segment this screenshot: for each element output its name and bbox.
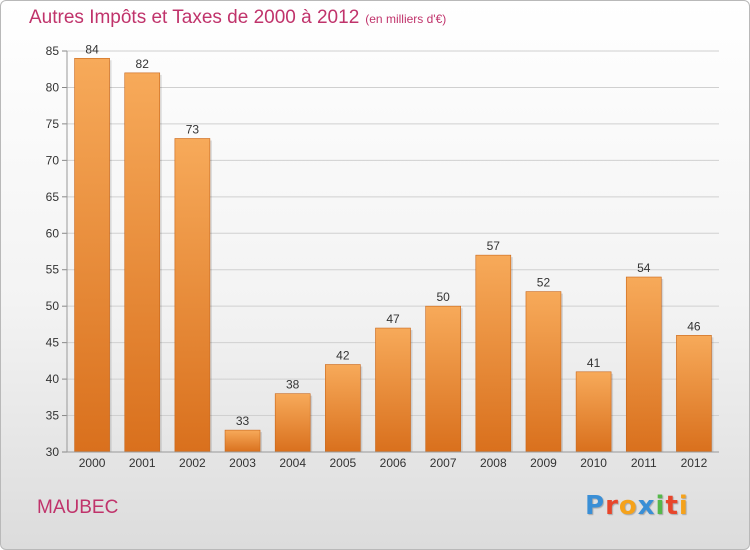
x-tick-label: 2011 <box>631 456 657 470</box>
bar <box>525 291 562 453</box>
y-tick-label: 80 <box>46 80 60 94</box>
x-tick-label: 2005 <box>329 456 356 470</box>
x-tick-label: 2010 <box>580 456 607 470</box>
y-tick-label: 55 <box>46 263 60 277</box>
x-tick-label: 2007 <box>430 456 457 470</box>
y-tick-label: 30 <box>46 445 60 459</box>
data-labels: 84 82 73 33 38 42 47 50 57 52 41 54 46 <box>85 42 701 428</box>
y-tick-label: 40 <box>46 372 60 386</box>
data-label: 41 <box>587 356 601 370</box>
bar <box>74 57 110 453</box>
data-label: 33 <box>236 414 250 428</box>
bar <box>124 72 161 453</box>
x-tick-label: 2006 <box>380 456 407 470</box>
data-label: 57 <box>487 239 501 253</box>
y-tick-label: 60 <box>46 226 60 240</box>
data-label: 38 <box>286 378 300 392</box>
chart-title: Autres Impôts et Taxes de 2000 à 2012 (en… <box>29 7 446 29</box>
bar <box>575 371 612 453</box>
logo-letter: i <box>655 491 666 521</box>
y-tick-label: 50 <box>46 299 60 313</box>
x-tick-label: 2002 <box>179 456 206 470</box>
y-axis-ticks: 30 35 40 45 50 55 60 65 70 75 80 85 <box>46 44 68 459</box>
x-tick-label: 2001 <box>129 456 156 470</box>
bar <box>274 393 311 453</box>
x-tick-label: 2004 <box>279 456 306 470</box>
data-label: 42 <box>336 349 350 363</box>
x-tick-label: 2000 <box>79 456 106 470</box>
logo-letter: t <box>665 491 679 521</box>
data-label: 47 <box>386 312 400 326</box>
logo-letter: x <box>637 491 656 521</box>
y-tick-label: 45 <box>46 336 60 350</box>
chart-title-text: Autres Impôts et Taxes de 2000 à 2012 <box>29 7 360 28</box>
y-tick-label: 85 <box>46 44 60 58</box>
x-tick-label: 2008 <box>480 456 507 470</box>
data-label: 82 <box>136 57 150 71</box>
y-tick-label: 65 <box>46 190 60 204</box>
data-label: 73 <box>186 122 200 136</box>
chart-unit: (en milliers d'€) <box>365 12 447 26</box>
data-label: 50 <box>436 290 450 304</box>
logo-letter: r <box>605 491 619 521</box>
bar <box>224 429 261 453</box>
y-tick-label: 75 <box>46 117 60 131</box>
bar <box>325 364 361 453</box>
data-label: 46 <box>687 319 701 333</box>
bars <box>74 57 714 453</box>
x-axis-ticks: 2000 2001 2002 2003 2004 2005 2006 2007 2008 2009… <box>67 451 719 470</box>
bar <box>475 254 512 453</box>
logo-letter: i <box>678 491 689 521</box>
bar <box>625 276 662 453</box>
bar <box>174 138 211 453</box>
logo-letter: P <box>585 491 606 521</box>
data-label: 54 <box>637 261 651 275</box>
y-tick-label: 35 <box>46 409 60 423</box>
data-label: 84 <box>85 42 99 56</box>
proxiti-logo[interactable]: Proxiti <box>585 491 689 521</box>
x-tick-label: 2003 <box>229 456 256 470</box>
bar <box>676 335 712 453</box>
bar <box>375 327 411 453</box>
x-tick-label: 2009 <box>530 456 557 470</box>
commune-name: MAUBEC <box>37 497 119 518</box>
logo-letter: o <box>618 491 638 521</box>
y-tick-label: 70 <box>46 153 60 167</box>
data-label: 52 <box>537 276 551 290</box>
bar <box>425 305 461 453</box>
x-tick-label: 2012 <box>681 456 708 470</box>
